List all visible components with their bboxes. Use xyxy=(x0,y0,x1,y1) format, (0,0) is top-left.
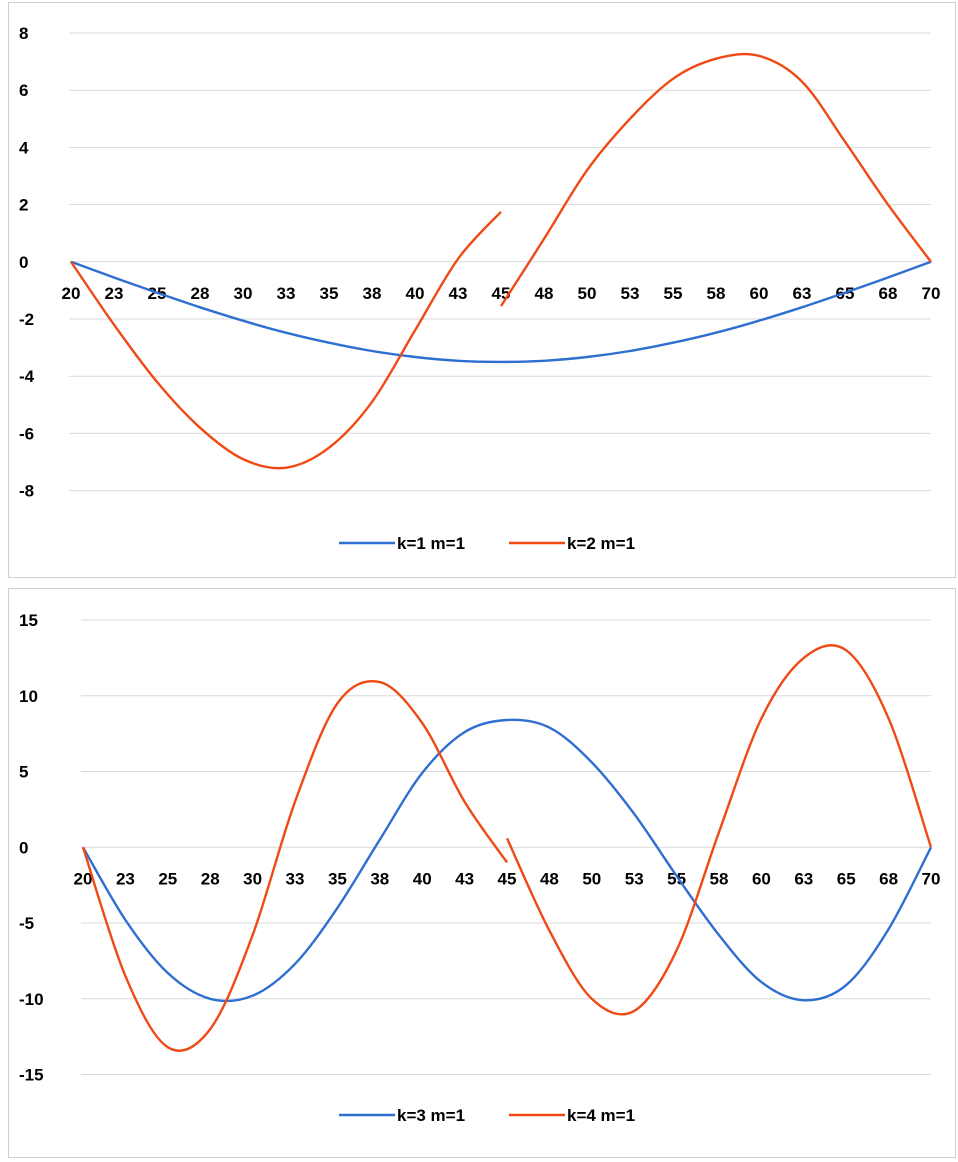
x-tick-label: 58 xyxy=(710,869,729,888)
series-line-2-segment-2 xyxy=(499,52,932,307)
x-tick-label: 60 xyxy=(752,869,771,888)
x-tick-label: 38 xyxy=(363,284,382,303)
x-tick-label: 53 xyxy=(621,284,640,303)
x-tick-label: 53 xyxy=(625,869,644,888)
y-tick-label: 0 xyxy=(19,838,28,857)
x-tick-label: 40 xyxy=(413,869,432,888)
x-tick-label: 55 xyxy=(664,284,683,303)
series-line-1 xyxy=(70,260,932,364)
series-line-2-segment-1 xyxy=(81,680,508,1052)
x-tick-label: 50 xyxy=(582,869,601,888)
legend-label-2: k=2 m=1 xyxy=(567,534,635,553)
y-tick-label: -2 xyxy=(19,310,34,329)
x-tick-label: 68 xyxy=(879,869,898,888)
x-tick-label: 58 xyxy=(707,284,726,303)
y-tick-label: -15 xyxy=(19,1066,44,1085)
chart-panel-bottom: 15 10 5 0 -5 -10 -15 20 23 25 28 30 33 35 38 40 43 45 48 50… xyxy=(8,588,956,1158)
x-tick-label: 63 xyxy=(794,869,813,888)
x-tick-label: 48 xyxy=(535,284,554,303)
x-tick-label: 23 xyxy=(116,869,135,888)
y-tick-label: -10 xyxy=(19,990,44,1009)
legend-label-1: k=1 m=1 xyxy=(397,534,465,553)
y-tick-label: 8 xyxy=(19,24,28,43)
x-tick-label: 20 xyxy=(74,869,93,888)
x-tick-label: 28 xyxy=(201,869,220,888)
x-tick-label: 40 xyxy=(406,284,425,303)
x-tick-label: 38 xyxy=(370,869,389,888)
y-tick-label: 5 xyxy=(19,763,28,782)
x-tick-label: 60 xyxy=(750,284,769,303)
y-tick-label: 2 xyxy=(19,196,28,215)
x-tick-label: 25 xyxy=(158,869,177,888)
x-tick-label: 68 xyxy=(879,284,898,303)
y-tick-label: 15 xyxy=(19,611,38,630)
x-tick-label: 45 xyxy=(492,284,511,303)
x-tick-label: 20 xyxy=(62,284,81,303)
x-tick-label: 33 xyxy=(286,869,305,888)
y-tick-label: -4 xyxy=(19,367,35,386)
series-line-2-segment-1 xyxy=(70,210,502,470)
x-tick-label: 35 xyxy=(320,284,339,303)
y-tick-label: 10 xyxy=(19,687,38,706)
series-line-1 xyxy=(81,718,933,1003)
y-tick-label: -5 xyxy=(19,914,34,933)
x-tick-label: 63 xyxy=(793,284,812,303)
y-tick-label: -8 xyxy=(19,482,34,501)
y-tick-label: 4 xyxy=(19,138,29,157)
y-tick-label: 6 xyxy=(19,81,28,100)
x-tick-label: 30 xyxy=(234,284,253,303)
x-tick-label: 33 xyxy=(277,284,296,303)
y-tick-label: 0 xyxy=(19,253,28,272)
x-tick-label: 70 xyxy=(922,869,941,888)
x-tick-label: 45 xyxy=(498,869,517,888)
legend-label-2: k=4 m=1 xyxy=(567,1106,635,1125)
x-tick-label: 43 xyxy=(449,284,468,303)
x-tick-label: 43 xyxy=(455,869,474,888)
x-tick-label: 28 xyxy=(191,284,210,303)
x-tick-label: 50 xyxy=(578,284,597,303)
legend-label-1: k=3 m=1 xyxy=(397,1106,465,1125)
x-tick-label: 48 xyxy=(540,869,559,888)
x-tick-label: 35 xyxy=(328,869,347,888)
x-tick-label: 65 xyxy=(837,869,856,888)
x-tick-label: 70 xyxy=(922,284,941,303)
series-line-2-segment-2 xyxy=(505,644,933,1016)
chart-panel-top: 8 6 4 2 0 -2 -4 -6 -8 20 23 25 28 30 33 35 38 40 43 45 48 50 5… xyxy=(8,2,956,578)
x-tick-label: 30 xyxy=(243,869,262,888)
x-tick-label: 23 xyxy=(105,284,124,303)
y-tick-label: -6 xyxy=(19,424,34,443)
